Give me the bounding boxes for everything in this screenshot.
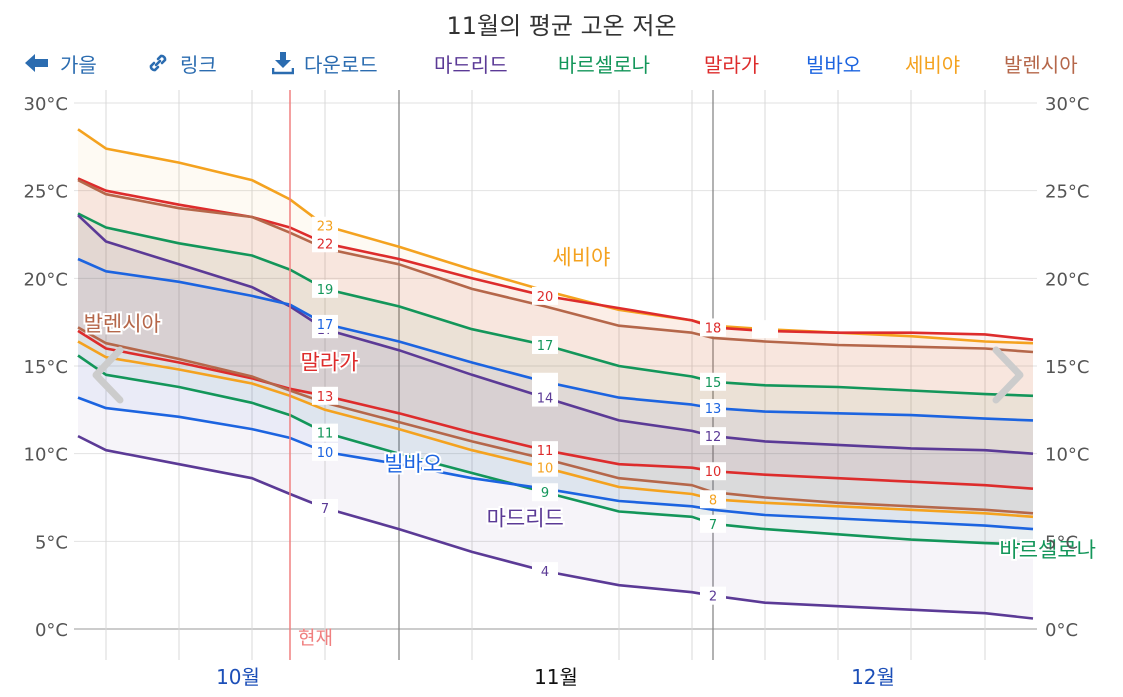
- y-tick-label-left: 15°C: [24, 357, 68, 378]
- data-label-bg: [700, 514, 726, 533]
- y-tick-label-right: 0°C: [1045, 620, 1078, 641]
- download-icon: [272, 52, 294, 75]
- data-label-bg: [312, 442, 338, 461]
- data-label-bg: [532, 562, 558, 581]
- y-tick-label-left: 20°C: [24, 269, 68, 290]
- y-tick-label-left: 10°C: [24, 445, 68, 466]
- data-label: 10: [537, 462, 554, 477]
- data-label-bg: [532, 458, 558, 477]
- data-label-bg: [532, 372, 558, 391]
- data-label-bg: [532, 286, 558, 305]
- back-label: 가을: [60, 52, 97, 77]
- data-label-bg: [532, 388, 558, 407]
- back-button[interactable]: 가을: [24, 46, 97, 80]
- data-label: 10: [317, 446, 334, 461]
- y-tick-label-right: 25°C: [1045, 182, 1089, 203]
- data-label-bg: [312, 423, 338, 442]
- data-label-bg: [700, 399, 726, 418]
- data-label: 8: [709, 493, 717, 508]
- y-tick-label-right: 30°C: [1045, 94, 1089, 115]
- data-label: 15: [705, 376, 722, 391]
- city-annotation: 발렌시아: [84, 312, 161, 336]
- data-label: 17: [317, 318, 334, 333]
- data-label: 14: [537, 392, 554, 407]
- data-label: 13: [317, 390, 334, 405]
- legend-barcelona[interactable]: 바르셀로나: [558, 52, 650, 77]
- data-label: 7: [321, 502, 329, 517]
- chevron-left-icon[interactable]: [92, 346, 124, 404]
- chart-title: 11월의 평균 고온 저온: [446, 12, 677, 40]
- data-label: 7: [709, 518, 717, 533]
- city-annotation: 말라가: [301, 351, 359, 375]
- data-label-bg: [312, 386, 338, 405]
- data-label: 20: [537, 290, 554, 305]
- y-tick-label-right: 5°C: [1045, 532, 1078, 553]
- arrow-left-icon: [25, 54, 48, 72]
- data-label: 18: [705, 321, 722, 336]
- legend-bilbao[interactable]: 빌바오: [806, 52, 862, 77]
- data-label-bg: [700, 372, 726, 391]
- legend-sevilla[interactable]: 세비야: [905, 52, 961, 77]
- data-label-bg: [312, 234, 338, 253]
- x-month-label: 11월: [534, 665, 578, 689]
- data-label-bg: [700, 318, 726, 337]
- city-annotation: 마드리드: [487, 507, 564, 531]
- data-label-bg: [312, 279, 338, 298]
- city-annotation: 빌바오: [384, 452, 442, 476]
- chevron-right-icon[interactable]: [992, 346, 1024, 404]
- download-label: 다운로드: [304, 52, 378, 77]
- data-label-bg: [700, 427, 726, 446]
- y-tick-label-right: 20°C: [1045, 269, 1089, 290]
- y-tick-label-left: 5°C: [35, 532, 68, 553]
- series-line: [77, 178, 1034, 354]
- city-annotation: 바르셀로나: [999, 538, 1096, 562]
- y-tick-label-left: 25°C: [24, 182, 68, 203]
- data-label: 9: [541, 486, 549, 501]
- city-annotation: 세비야: [552, 245, 610, 269]
- data-label: 23: [317, 220, 334, 235]
- link-label: 링크: [180, 52, 217, 77]
- y-tick-label-left: 30°C: [24, 94, 68, 115]
- data-label-bg: [700, 490, 726, 509]
- data-label: 11: [537, 444, 554, 459]
- y-tick-label-right: 15°C: [1045, 357, 1089, 378]
- data-label: 2: [709, 590, 717, 605]
- data-label-bg: [532, 441, 558, 460]
- data-label: 19: [317, 283, 334, 298]
- download-button[interactable]: 다운로드: [272, 46, 378, 80]
- data-label: 22: [317, 237, 334, 252]
- data-label: 11: [317, 427, 334, 442]
- link-button[interactable]: 링크: [146, 46, 217, 80]
- data-label: 10: [705, 465, 722, 480]
- data-label-bg: [312, 314, 338, 333]
- data-label: 4: [541, 565, 549, 580]
- data-label-bg: [532, 483, 558, 502]
- data-label-bg: [700, 462, 726, 481]
- data-label-bg: [532, 335, 558, 354]
- y-tick-label-left: 0°C: [35, 620, 68, 641]
- data-label: 12: [705, 430, 722, 445]
- x-month-label: 10월: [216, 665, 260, 689]
- data-label-bg: [700, 586, 726, 605]
- data-label-bg: [312, 216, 338, 235]
- toolbar: 가을 링크 다운로드 마드리드 바르셀로나 말라가 빌바오 세비야 발렌시아: [0, 46, 1123, 80]
- x-month-label: 12월: [851, 665, 895, 689]
- link-icon: [149, 54, 167, 72]
- legend-madrid[interactable]: 마드리드: [434, 52, 508, 77]
- legend-valencia[interactable]: 발렌시아: [1004, 52, 1078, 77]
- y-tick-label-right: 10°C: [1045, 445, 1089, 466]
- data-label-bg: [752, 320, 778, 339]
- data-label: 13: [705, 402, 722, 417]
- now-label: 현재: [298, 627, 333, 649]
- data-label: 17: [537, 339, 554, 354]
- data-label-bg: [312, 499, 338, 518]
- legend-malaga[interactable]: 말라가: [704, 52, 760, 77]
